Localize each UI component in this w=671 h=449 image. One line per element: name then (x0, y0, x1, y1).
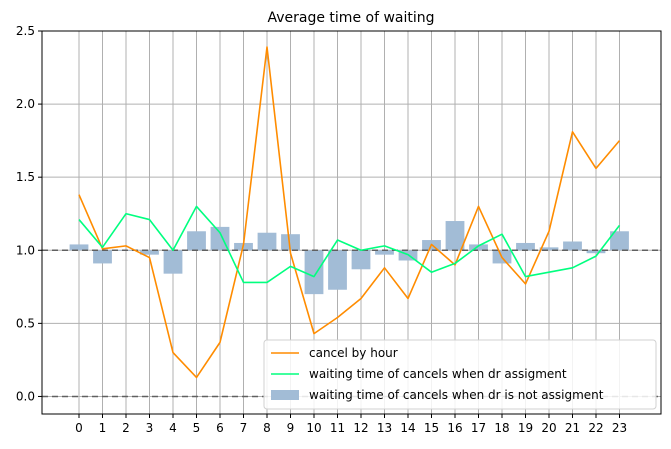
x-tick-label: 21 (565, 421, 580, 435)
bar-series (69, 221, 629, 295)
bar (281, 234, 300, 251)
legend-label: cancel by hour (309, 346, 398, 360)
legend-box (263, 339, 657, 410)
legend-label: waiting time of cancels when dr is not a… (309, 388, 604, 402)
bar (304, 250, 324, 295)
bar (69, 244, 89, 251)
x-tick-label: 20 (541, 421, 556, 435)
bar (93, 250, 112, 264)
bar (610, 231, 629, 251)
line-series (78, 46, 621, 379)
bar (445, 221, 465, 251)
legend-label: waiting time of cancels when dr assigmen… (309, 367, 567, 381)
y-tick-label: 0.0 (16, 389, 35, 403)
series-line (78, 46, 621, 379)
bar (539, 247, 559, 251)
bar (328, 250, 347, 290)
x-tick-label: 17 (471, 421, 486, 435)
legend-swatch (271, 390, 299, 400)
bar (563, 241, 582, 251)
chart-title: Average time of waiting (267, 10, 434, 26)
plot-frame (41, 30, 662, 415)
x-tick-label: 2 (122, 421, 130, 435)
x-tick-label: 4 (169, 421, 177, 435)
x-tick-label: 7 (240, 421, 248, 435)
y-tick-label: 1.5 (16, 170, 35, 184)
legend: cancel by hour waiting time of cancels wh… (263, 339, 657, 410)
series-line (78, 205, 621, 284)
bar (163, 250, 183, 274)
x-tick-label: 5 (193, 421, 201, 435)
bar (257, 232, 277, 251)
bar (187, 231, 206, 251)
x-tick-label: 0 (75, 421, 83, 435)
x-tick-label: 3 (146, 421, 154, 435)
x-tick-label: 23 (612, 421, 627, 435)
bar (140, 250, 159, 255)
y-tick-label: 2.5 (16, 24, 35, 38)
x-tick-label: 14 (400, 421, 415, 435)
x-tick-label: 8 (263, 421, 271, 435)
x-tick-label: 16 (447, 421, 462, 435)
x-tick-label: 15 (424, 421, 439, 435)
bar (469, 244, 488, 251)
x-tick-label: 22 (588, 421, 603, 435)
x-tick-label: 6 (216, 421, 224, 435)
x-tick-label: 13 (377, 421, 392, 435)
y-tick-label: 2.0 (16, 97, 35, 111)
axes: 0.00.51.01.52.02.50 1 2 3 4 5 6 7 8 9 10 11 12 13 14 15… (16, 24, 662, 435)
x-tick-label: 1 (99, 421, 107, 435)
bar (351, 250, 371, 270)
x-tick-label: 9 (287, 421, 295, 435)
x-tick-label: 11 (330, 421, 345, 435)
x-tick-label: 12 (353, 421, 368, 435)
x-tick-label: 10 (306, 421, 321, 435)
y-tick-label: 1.0 (16, 243, 35, 257)
bar (375, 250, 394, 255)
x-tick-label: 18 (494, 421, 509, 435)
bar (516, 242, 535, 251)
y-tick-label: 0.5 (16, 316, 35, 330)
x-tick-label: 19 (518, 421, 533, 435)
bar (586, 250, 606, 254)
